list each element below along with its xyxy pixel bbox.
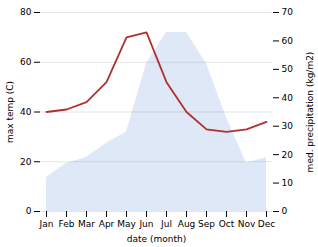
svg-text:med. precipitation (kg/m2): med. precipitation (kg/m2) [305, 52, 315, 173]
svg-text:Mar: Mar [78, 219, 95, 229]
svg-text:Jul: Jul [160, 219, 172, 229]
svg-text:50: 50 [282, 64, 294, 74]
svg-text:10: 10 [282, 178, 294, 188]
svg-text:Jan: Jan [39, 219, 54, 229]
svg-text:20: 20 [20, 157, 32, 167]
svg-text:0: 0 [282, 206, 288, 216]
svg-text:max temp (C): max temp (C) [5, 81, 15, 143]
svg-text:Feb: Feb [59, 219, 75, 229]
svg-text:May: May [117, 219, 136, 229]
svg-text:40: 40 [282, 93, 294, 103]
svg-text:60: 60 [282, 36, 294, 46]
svg-text:40: 40 [20, 107, 32, 117]
svg-text:Sep: Sep [198, 219, 215, 229]
svg-text:Apr: Apr [99, 219, 115, 229]
svg-text:20: 20 [282, 150, 294, 160]
svg-text:Aug: Aug [178, 219, 196, 229]
svg-text:60: 60 [20, 57, 32, 67]
svg-text:Dec: Dec [258, 219, 275, 229]
svg-text:Oct: Oct [219, 219, 235, 229]
svg-text:Nov: Nov [238, 219, 256, 229]
svg-text:30: 30 [282, 121, 294, 131]
svg-text:0: 0 [26, 206, 32, 216]
svg-text:70: 70 [282, 7, 294, 17]
svg-text:Jun: Jun [138, 219, 153, 229]
svg-text:date (month): date (month) [127, 234, 186, 244]
svg-text:80: 80 [20, 7, 32, 17]
